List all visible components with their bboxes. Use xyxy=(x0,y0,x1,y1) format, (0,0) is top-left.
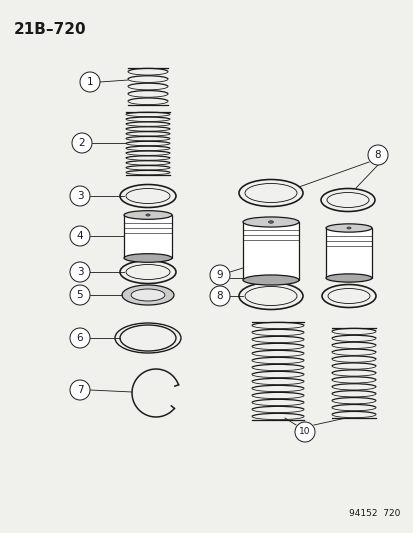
Circle shape xyxy=(367,145,387,165)
Circle shape xyxy=(72,133,92,153)
Bar xyxy=(325,228,371,278)
Text: 3: 3 xyxy=(76,267,83,277)
Text: 4: 4 xyxy=(76,231,83,241)
Text: 8: 8 xyxy=(216,291,223,301)
Ellipse shape xyxy=(242,217,298,227)
Text: 5: 5 xyxy=(76,290,83,300)
Text: 10: 10 xyxy=(299,427,310,437)
Ellipse shape xyxy=(325,274,371,282)
Ellipse shape xyxy=(145,214,150,216)
Text: 7: 7 xyxy=(76,385,83,395)
Ellipse shape xyxy=(268,221,273,223)
Text: 6: 6 xyxy=(76,333,83,343)
Circle shape xyxy=(70,226,90,246)
Ellipse shape xyxy=(124,211,171,219)
Circle shape xyxy=(70,328,90,348)
Ellipse shape xyxy=(131,289,164,301)
Circle shape xyxy=(80,72,100,92)
Circle shape xyxy=(209,286,230,306)
Circle shape xyxy=(70,285,90,305)
Circle shape xyxy=(70,186,90,206)
Text: 3: 3 xyxy=(76,191,83,201)
Ellipse shape xyxy=(346,227,350,229)
Text: 21B–720: 21B–720 xyxy=(14,22,86,37)
Text: 94152  720: 94152 720 xyxy=(348,509,399,518)
Text: 9: 9 xyxy=(216,270,223,280)
Ellipse shape xyxy=(325,224,371,232)
Circle shape xyxy=(209,265,230,285)
Ellipse shape xyxy=(124,254,171,262)
Text: 8: 8 xyxy=(374,150,380,160)
Circle shape xyxy=(294,422,314,442)
Circle shape xyxy=(70,262,90,282)
Bar xyxy=(242,222,298,280)
Text: 2: 2 xyxy=(78,138,85,148)
Bar xyxy=(124,215,171,258)
Circle shape xyxy=(70,380,90,400)
Ellipse shape xyxy=(122,285,173,305)
Text: 1: 1 xyxy=(86,77,93,87)
Ellipse shape xyxy=(242,275,298,285)
